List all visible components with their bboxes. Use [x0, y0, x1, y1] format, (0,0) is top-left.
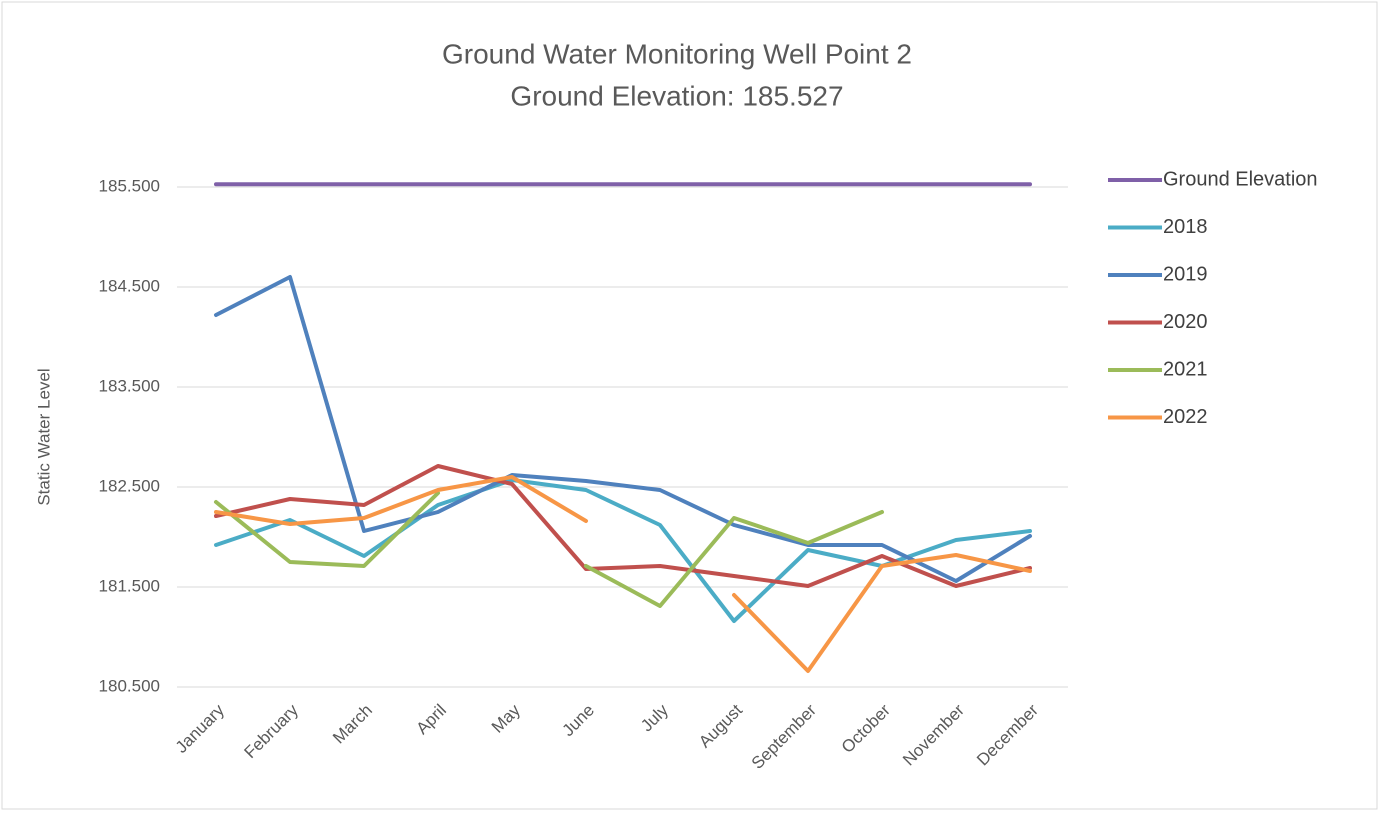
legend-label: Ground Elevation [1163, 168, 1318, 190]
legend-label: 2020 [1163, 311, 1208, 333]
y-tick-label: 181.500 [99, 576, 160, 595]
series-line [214, 464, 1032, 588]
y-axis-label: Static Water Level [34, 368, 53, 505]
legend-label: 2019 [1163, 263, 1208, 285]
chart-subtitle: Ground Elevation: 185.527 [510, 80, 843, 111]
chart-title: Ground Water Monitoring Well Point 2 [442, 38, 912, 69]
y-tick-label: 182.500 [99, 476, 160, 495]
legend-label: 2022 [1163, 406, 1208, 428]
series-line [214, 475, 1032, 673]
legend-label: 2018 [1163, 216, 1208, 238]
y-tick-label: 180.500 [99, 676, 160, 695]
y-tick-label: 185.500 [99, 176, 160, 195]
y-tick-label: 184.500 [99, 276, 160, 295]
y-tick-label: 183.500 [99, 376, 160, 395]
series-line [214, 491, 884, 608]
series-line [214, 275, 1032, 583]
legend-label: 2021 [1163, 358, 1208, 380]
